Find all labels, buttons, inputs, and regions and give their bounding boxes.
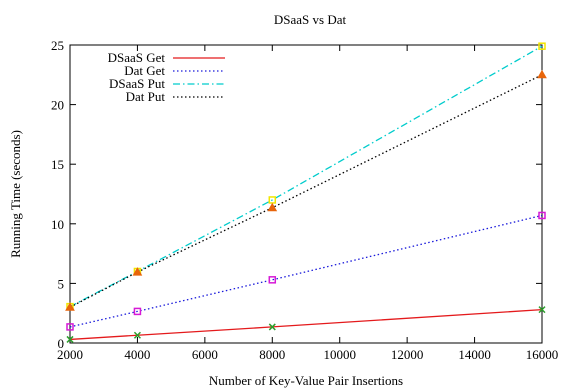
data-point-1-1 xyxy=(133,307,142,316)
data-point-1-3 xyxy=(538,211,546,220)
x-tick-label: 16000 xyxy=(526,347,559,362)
axis-ticks: 2000 4000 6000 8000 10000 12000 14000 16000 0 5 10… xyxy=(51,38,558,362)
plot-frame xyxy=(69,44,543,344)
data-point-0-3 xyxy=(538,306,546,314)
y-tick-label: 20 xyxy=(51,98,64,113)
x-tick-label: 8000 xyxy=(259,347,285,362)
x-tick-label: 6000 xyxy=(192,347,218,362)
y-tick-label: 10 xyxy=(51,217,64,232)
y-tick-label: 0 xyxy=(58,336,65,351)
data-point-3-2 xyxy=(267,202,278,212)
data-point-1-0 xyxy=(66,323,74,331)
x-axis-label: Number of Key-Value Pair Insertions xyxy=(209,373,403,388)
legend-label: DSaaS Put xyxy=(109,76,165,91)
data-point-1-2 xyxy=(268,276,277,284)
legend-label: DSaaS Get xyxy=(108,50,166,65)
legend-label: Dat Get xyxy=(124,63,165,78)
y-axis-label: Running Time (seconds) xyxy=(8,130,23,258)
data-point-0-1 xyxy=(133,331,141,339)
data-point-2-3 xyxy=(538,42,546,50)
data-point-3-1 xyxy=(132,267,143,276)
data-point-0-2 xyxy=(268,323,276,331)
data-point-3-0 xyxy=(65,302,75,311)
legend-label: Dat Put xyxy=(126,89,166,104)
data-point-3-3 xyxy=(537,69,547,79)
series-markers xyxy=(65,42,547,343)
data-point-0-0 xyxy=(66,335,74,343)
x-tick-label: 12000 xyxy=(391,347,424,362)
y-tick-label: 15 xyxy=(51,157,64,172)
x-tick-label: 2000 xyxy=(57,347,83,362)
y-tick-label: 5 xyxy=(58,276,65,291)
x-tick-label: 14000 xyxy=(458,347,491,362)
series-line-2 xyxy=(69,45,543,308)
x-tick-label: 4000 xyxy=(124,347,150,362)
series-line-0 xyxy=(69,308,543,341)
x-tick-label: 10000 xyxy=(323,347,356,362)
series-lines xyxy=(69,45,543,341)
y-tick-label: 25 xyxy=(51,38,64,53)
chart-title: DSaaS vs Dat xyxy=(274,12,347,27)
